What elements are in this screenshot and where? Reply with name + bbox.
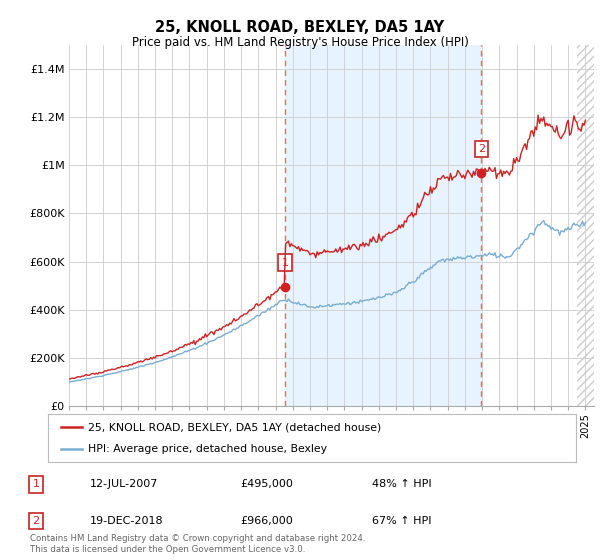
Text: 19-DEC-2018: 19-DEC-2018 — [90, 516, 164, 526]
Text: 1: 1 — [281, 258, 289, 268]
Bar — [577, 45, 594, 406]
Text: 25, KNOLL ROAD, BEXLEY, DA5 1AY: 25, KNOLL ROAD, BEXLEY, DA5 1AY — [155, 20, 445, 35]
Text: 12-JUL-2007: 12-JUL-2007 — [90, 479, 158, 489]
Text: £966,000: £966,000 — [240, 516, 293, 526]
Text: 1: 1 — [32, 479, 40, 489]
Text: Price paid vs. HM Land Registry's House Price Index (HPI): Price paid vs. HM Land Registry's House … — [131, 36, 469, 49]
Text: 48% ↑ HPI: 48% ↑ HPI — [372, 479, 431, 489]
Text: Contains HM Land Registry data © Crown copyright and database right 2024.
This d: Contains HM Land Registry data © Crown c… — [30, 534, 365, 554]
Text: 2: 2 — [478, 144, 485, 154]
Text: 2: 2 — [32, 516, 40, 526]
Text: HPI: Average price, detached house, Bexley: HPI: Average price, detached house, Bexl… — [88, 444, 326, 454]
Text: 25, KNOLL ROAD, BEXLEY, DA5 1AY (detached house): 25, KNOLL ROAD, BEXLEY, DA5 1AY (detache… — [88, 422, 381, 432]
Text: £495,000: £495,000 — [240, 479, 293, 489]
Text: 67% ↑ HPI: 67% ↑ HPI — [372, 516, 431, 526]
Bar — [285, 45, 481, 406]
